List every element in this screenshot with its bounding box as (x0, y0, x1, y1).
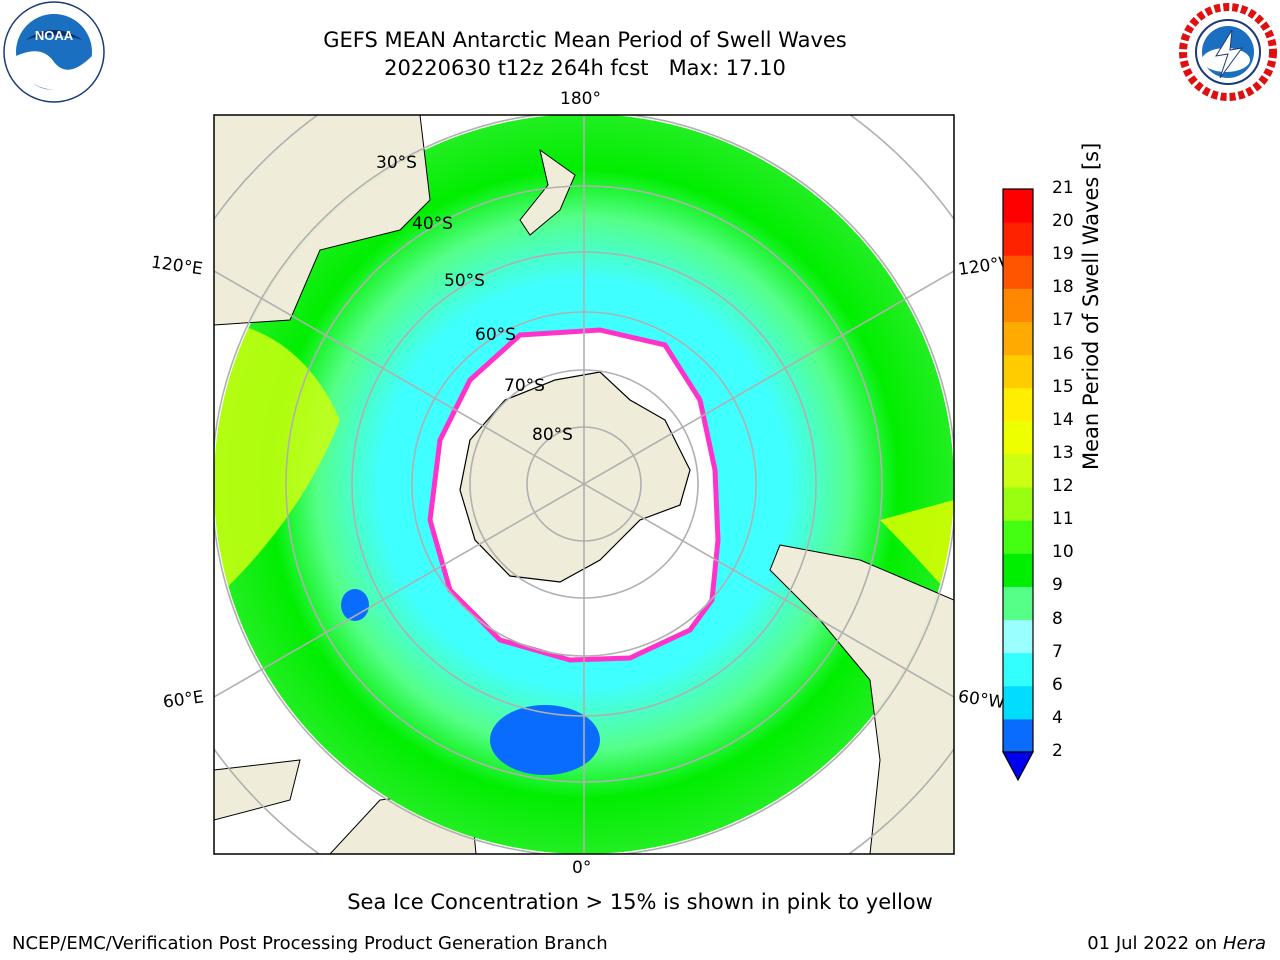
footer-host: Hera (1222, 933, 1266, 954)
noaa-logo-text: NOAA (35, 28, 74, 43)
colorbar-tick-label: 14 (1052, 409, 1074, 430)
colorbar-tick-label: 13 (1052, 442, 1074, 463)
lat-label-30s: 30°S (376, 153, 417, 173)
lat-label-80s: 80°S (532, 425, 573, 445)
colorbar-tick-label: 12 (1052, 476, 1074, 497)
lat-label-40s: 40°S (412, 214, 453, 234)
footer-date-text: 01 Jul 2022 on (1087, 933, 1223, 954)
colorbar-tick-label: 16 (1052, 343, 1074, 364)
colorbar-segment (1003, 453, 1033, 488)
lat-label-70s: 70°S (504, 376, 545, 396)
colorbar-segment (1003, 718, 1033, 753)
nws-logo (1179, 3, 1277, 101)
colorbar-tick-label: 19 (1052, 244, 1074, 265)
footer-date: 01 Jul 2022 on Hera (1087, 933, 1266, 954)
colorbar-segment (1003, 520, 1033, 554)
colorbar-tick-label: 9 (1052, 575, 1063, 596)
colorbar-segment (1003, 420, 1033, 455)
colorbar-tick-label: 21 (1052, 178, 1074, 198)
chart-subtitle: 20220630 t12z 264h fcst Max: 17.10 (384, 56, 786, 80)
colorbar-segment (1003, 685, 1033, 720)
colorbar-segment (1003, 255, 1033, 289)
graticule (214, 115, 954, 854)
lat-label-50s: 50°S (444, 271, 485, 291)
colorbar-tick-label: 17 (1052, 310, 1074, 331)
noaa-logo: NOAA (3, 1, 105, 103)
lat-label-60s: 60°S (475, 325, 516, 345)
lon-label-180: 180° (560, 89, 601, 109)
colorbar-segment (1003, 487, 1033, 521)
colorbar-label: Mean Period of Swell Waves [s] (1079, 142, 1103, 470)
colorbar-segment (1003, 189, 1033, 223)
colorbar-tick-label: 10 (1052, 542, 1074, 563)
colorbar (1001, 188, 1035, 782)
colorbar-tick-label: 6 (1052, 674, 1063, 695)
colorbar-tick-label: 11 (1052, 509, 1074, 530)
colorbar-tick-label: 7 (1052, 641, 1063, 662)
colorbar-tick-label: 8 (1052, 608, 1063, 629)
colorbar-segment (1003, 321, 1033, 356)
colorbar-segment (1003, 288, 1033, 322)
antarctica (459, 371, 691, 583)
colorbar-tick-label: 18 (1052, 277, 1074, 298)
colorbar-tick-label: 2 (1052, 741, 1063, 761)
colorbar-segment (1003, 586, 1033, 621)
colorbar-tick-label: 15 (1052, 376, 1074, 397)
colorbar-segment (1003, 387, 1033, 422)
colorbar-extend-arrow (1001, 751, 1035, 782)
colorbar-segment (1003, 354, 1033, 389)
colorbar-tick-label: 20 (1052, 211, 1074, 232)
colorbar-segment (1003, 619, 1033, 654)
colorbar-segment (1003, 553, 1033, 587)
colorbar-tick-label: 4 (1052, 707, 1063, 728)
chart-title: GEFS MEAN Antarctic Mean Period of Swell… (323, 28, 847, 52)
colorbar-segment (1003, 652, 1033, 687)
lon-label-0: 0° (572, 858, 592, 878)
footer-credit: NCEP/EMC/Verification Post Processing Pr… (12, 933, 608, 954)
colorbar-segment (1003, 222, 1033, 256)
caption: Sea Ice Concentration > 15% is shown in … (347, 890, 933, 914)
